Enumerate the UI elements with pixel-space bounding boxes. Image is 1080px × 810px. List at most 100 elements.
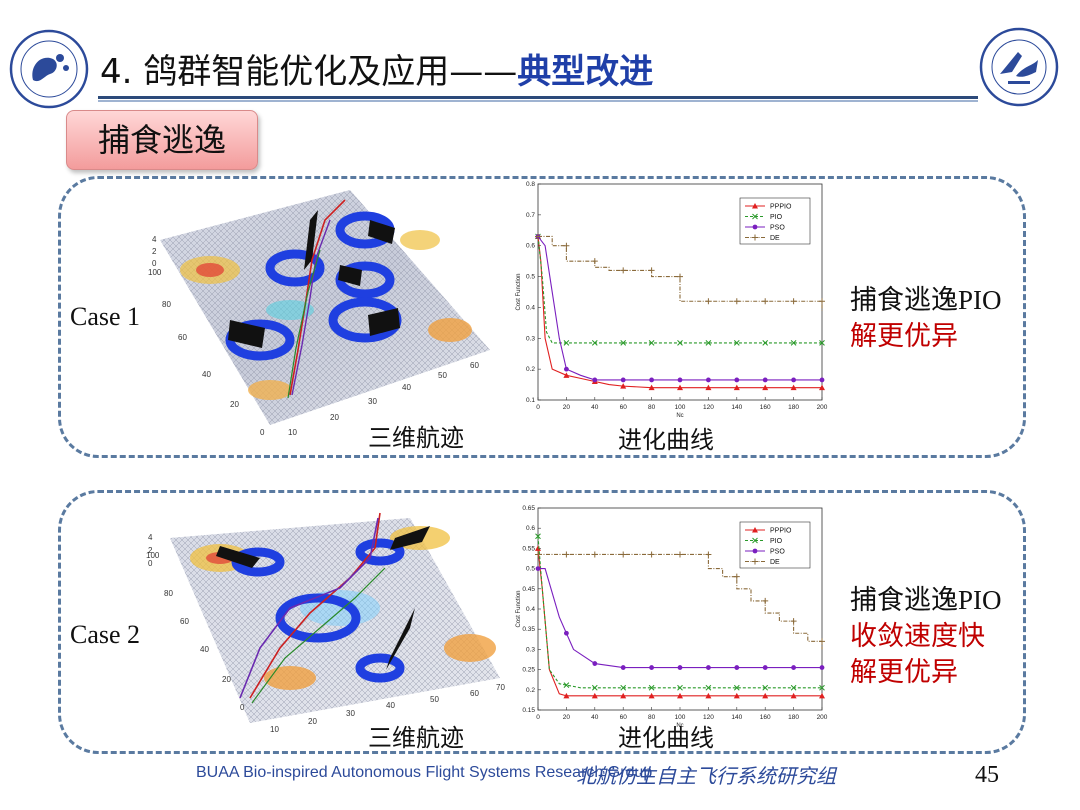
case1-note: 捕食逃逸PIO 解更优异 xyxy=(850,282,1002,354)
svg-text:4: 4 xyxy=(148,533,153,542)
data-point xyxy=(762,684,769,691)
y-tick-label: 0.4 xyxy=(526,606,535,613)
svg-text:4: 4 xyxy=(152,235,157,244)
x-tick-label: 40 xyxy=(591,714,599,721)
page-title: 4. 鸽群智能优化及应用——典型改进 xyxy=(100,52,654,92)
data-point xyxy=(705,384,712,391)
legend-marker xyxy=(752,548,758,554)
data-point xyxy=(733,340,740,346)
svg-text:20: 20 xyxy=(308,717,317,726)
data-point xyxy=(791,665,796,670)
y-tick-label: 0.15 xyxy=(522,707,535,714)
legend-marker xyxy=(752,224,758,230)
svg-text:100: 100 xyxy=(148,268,162,277)
data-point xyxy=(762,597,769,604)
x-tick-label: 120 xyxy=(703,714,714,721)
case1-curve-caption: 进化曲线 xyxy=(618,426,714,454)
data-point xyxy=(591,340,598,346)
legend-marker xyxy=(752,537,758,544)
y-tick-label: 0.5 xyxy=(526,566,535,573)
data-point xyxy=(705,684,712,691)
svg-text:20: 20 xyxy=(330,413,339,422)
svg-text:100: 100 xyxy=(146,551,160,560)
series-de xyxy=(535,551,825,650)
data-point xyxy=(762,692,769,699)
x-tick-label: 140 xyxy=(731,714,742,721)
data-point xyxy=(706,377,711,383)
y-tick-label: 0.6 xyxy=(526,243,535,250)
data-point xyxy=(563,692,570,699)
data-point xyxy=(620,267,627,274)
data-point xyxy=(648,551,655,558)
y-tick-label: 0.3 xyxy=(526,335,535,342)
case2-3d-caption: 三维航迹 xyxy=(368,724,464,752)
data-point xyxy=(648,340,655,346)
series-line xyxy=(537,536,822,689)
x-tick-label: 200 xyxy=(817,714,828,721)
y-tick-label: 0.25 xyxy=(522,667,535,674)
data-point xyxy=(620,340,627,346)
section-tag: 捕食逃逸 xyxy=(66,110,258,170)
x-tick-label: 40 xyxy=(591,404,599,411)
data-point xyxy=(791,377,796,383)
data-point xyxy=(819,665,825,670)
svg-text:10: 10 xyxy=(270,725,279,734)
x-tick-label: 20 xyxy=(563,714,571,721)
case2-note-highlight-2: 解更优异 xyxy=(850,657,958,687)
y-tick-label: 0.6 xyxy=(526,525,535,532)
data-point xyxy=(790,384,797,391)
x-tick-label: 140 xyxy=(731,404,742,411)
data-point xyxy=(733,684,740,691)
data-point xyxy=(734,665,740,670)
case1-3d-caption: 三维航迹 xyxy=(368,424,464,452)
y-tick-label: 0.1 xyxy=(526,397,535,404)
y-tick-label: 0.3 xyxy=(526,646,535,653)
footer-chinese: 北航仿生自主飞行系统研究组 xyxy=(576,764,836,788)
title-highlight: 典型改进 xyxy=(517,52,654,92)
svg-text:0: 0 xyxy=(240,703,245,712)
x-axis-label: Nc xyxy=(676,413,683,419)
data-point xyxy=(535,551,541,558)
data-point xyxy=(733,298,740,305)
series-pppio xyxy=(535,233,825,391)
data-point xyxy=(762,665,768,670)
y-tick-label: 0.65 xyxy=(522,505,535,512)
x-tick-label: 180 xyxy=(788,404,799,411)
data-point xyxy=(591,684,598,691)
legend-marker xyxy=(752,203,758,209)
data-point xyxy=(819,684,825,691)
data-point xyxy=(563,242,570,249)
y-axis-label: Cost Function xyxy=(516,590,522,627)
svg-text:50: 50 xyxy=(430,695,439,704)
data-point xyxy=(620,692,627,699)
svg-text:40: 40 xyxy=(202,370,211,379)
data-point xyxy=(649,665,654,670)
x-tick-label: 160 xyxy=(760,714,771,721)
data-point xyxy=(535,545,541,551)
data-point xyxy=(563,682,570,688)
data-point xyxy=(591,692,598,699)
data-point xyxy=(819,692,825,699)
x-tick-label: 100 xyxy=(675,404,686,411)
case2-note: 捕食逃逸PIO 收敛速度快 解更优异 xyxy=(850,582,1002,690)
svg-text:40: 40 xyxy=(386,701,395,710)
data-point xyxy=(819,298,825,305)
series-line xyxy=(538,235,823,311)
buaa-research-group-logo xyxy=(9,29,89,109)
case2-curve-caption: 进化曲线 xyxy=(618,724,714,752)
y-tick-label: 0.55 xyxy=(522,545,535,552)
data-point xyxy=(734,377,740,383)
svg-text:2: 2 xyxy=(152,247,157,256)
svg-text:80: 80 xyxy=(164,589,173,598)
y-tick-label: 0.2 xyxy=(526,366,535,373)
page-number: 45 xyxy=(975,762,999,788)
series-pso xyxy=(535,234,825,383)
case1-note-title: 捕食逃逸PIO xyxy=(850,285,1002,315)
case1-panel xyxy=(58,176,1026,458)
legend: PPPIO PIO PSO DE xyxy=(739,521,811,569)
data-point xyxy=(819,638,825,645)
x-tick-label: 20 xyxy=(563,404,571,411)
svg-text:60: 60 xyxy=(178,333,187,342)
svg-text:60: 60 xyxy=(180,617,189,626)
